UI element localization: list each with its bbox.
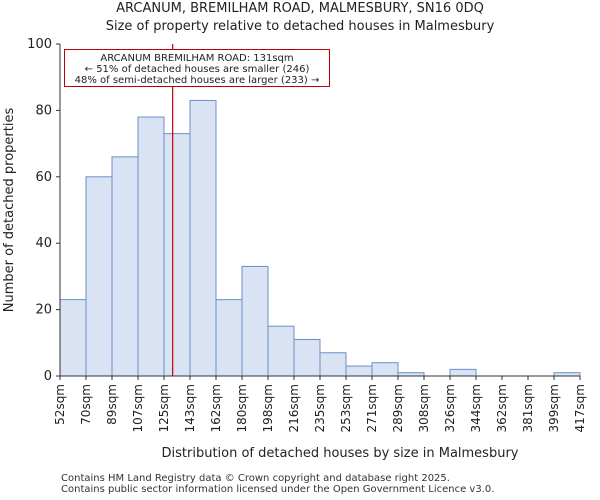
bar-180sqm (241, 265, 269, 377)
bar-271sqm (371, 362, 399, 377)
y-tick-label-40: 40 (35, 236, 52, 251)
x-tick-label-289sqm: 289sqm (391, 384, 405, 432)
x-tick-label-417sqm: 417sqm (573, 384, 587, 432)
x-tick-label-326sqm: 326sqm (443, 384, 457, 432)
annotation-line-3: 48% of semi-detached houses are larger (… (74, 75, 320, 86)
annotation-box: ARCANUM BREMILHAM ROAD: 131sqm ← 51% of … (64, 49, 330, 87)
y-tick-label-20: 20 (35, 303, 52, 318)
footer-line-2: Contains public sector information licen… (61, 484, 495, 495)
bar-162sqm (215, 299, 243, 377)
x-tick-label-180sqm: 180sqm (235, 384, 249, 432)
bar-235sqm (319, 352, 347, 377)
x-tick-label-271sqm: 271sqm (365, 384, 379, 432)
annotation-line-1: ARCANUM BREMILHAM ROAD: 131sqm (100, 53, 294, 64)
annotation-line-2: ← 51% of detached houses are smaller (24… (84, 64, 310, 75)
bar-216sqm (293, 338, 321, 377)
x-tick-label-52sqm: 52sqm (53, 384, 67, 425)
x-tick-label-235sqm: 235sqm (313, 384, 327, 432)
bar-52sqm (59, 299, 87, 377)
x-tick-label-344sqm: 344sqm (469, 384, 483, 432)
bar-107sqm (137, 116, 165, 377)
y-axis-label: Number of detached properties (2, 108, 17, 313)
x-tick-label-143sqm: 143sqm (183, 384, 197, 432)
x-tick-label-216sqm: 216sqm (287, 384, 301, 432)
bar-198sqm (267, 325, 295, 377)
chart-title: ARCANUM, BREMILHAM ROAD, MALMESBURY, SN1… (116, 1, 484, 16)
x-tick-label-362sqm: 362sqm (495, 384, 509, 432)
x-tick-label-162sqm: 162sqm (209, 384, 223, 432)
bar-143sqm (189, 99, 217, 377)
x-tick-label-381sqm: 381sqm (521, 384, 535, 432)
bar-125sqm (163, 133, 191, 377)
chart-subtitle: Size of property relative to detached ho… (105, 19, 495, 34)
x-tick-label-198sqm: 198sqm (261, 384, 275, 432)
x-tick-label-125sqm: 125sqm (157, 384, 171, 432)
bar-89sqm (111, 156, 139, 377)
y-tick-label-100: 100 (27, 37, 52, 52)
bar-253sqm (345, 365, 373, 377)
x-axis-label: Distribution of detached houses by size … (162, 446, 519, 461)
x-tick-label-89sqm: 89sqm (105, 384, 119, 425)
y-tick-label-80: 80 (35, 103, 52, 118)
x-tick-label-107sqm: 107sqm (131, 384, 145, 432)
x-tick-label-399sqm: 399sqm (547, 384, 561, 432)
x-tick-label-70sqm: 70sqm (79, 384, 93, 425)
x-tick-label-308sqm: 308sqm (417, 384, 431, 432)
y-tick-label-0: 0 (44, 369, 52, 384)
footer-line-1: Contains HM Land Registry data © Crown c… (61, 473, 450, 484)
bar-70sqm (85, 176, 113, 377)
y-tick-label-60: 60 (35, 170, 52, 185)
x-tick-label-253sqm: 253sqm (339, 384, 353, 432)
bar-326sqm (449, 368, 477, 377)
